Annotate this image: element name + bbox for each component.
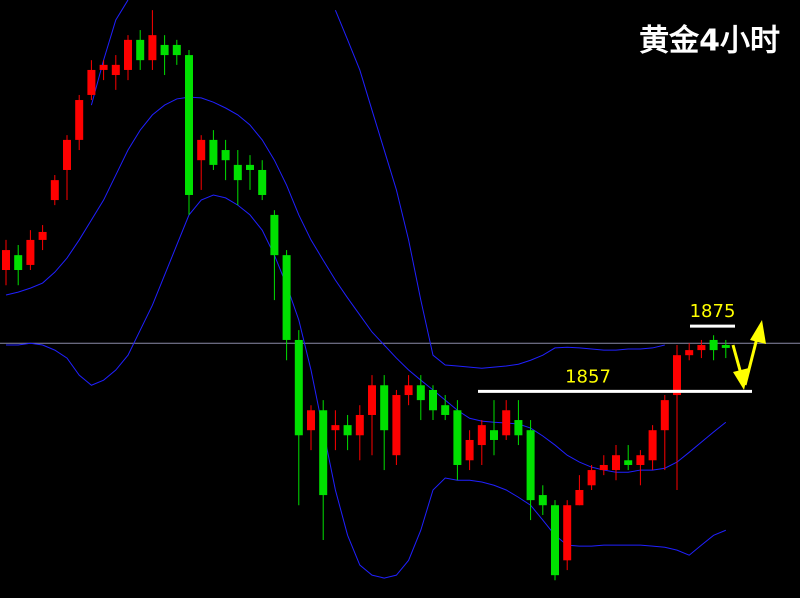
candle-body [429,389,437,411]
candle-body [63,139,71,170]
band-middle [5,96,727,473]
candle-body [368,385,376,415]
candle-body [14,255,23,271]
candle-body [124,39,132,70]
candle-body [160,44,169,56]
candle-body [185,55,193,195]
candle-body [587,470,596,486]
candle-body [477,425,486,446]
candle-body [331,425,340,431]
candle-body [624,460,633,465]
candle-body [673,355,681,396]
candle-body [392,395,401,456]
candle-body [648,430,657,461]
candle-body [294,339,303,436]
candle-body [697,345,706,351]
candle-body [307,410,315,431]
candle-body [355,414,364,436]
arrow-up-head [750,320,766,344]
candle-body [75,100,84,140]
candle-body [514,420,523,436]
candle-body [111,64,120,76]
candle-body [538,495,547,506]
candle-body [172,44,181,56]
candle-body [563,505,572,561]
candle-body [599,464,608,471]
candle-body [319,410,328,496]
candle-body [612,455,620,471]
candle-body [221,150,230,161]
candle-body [502,410,511,436]
plot: 1857 1875 [0,0,800,581]
candle-body [465,439,474,461]
arrows [731,320,766,390]
arrow-down-shaft [731,344,743,375]
candle-body [258,169,267,195]
candle-body [270,214,279,256]
arrow-up-shaft [743,337,759,386]
candle-body [660,400,669,431]
candle-body [526,430,535,501]
candle-body [636,455,645,465]
candle-body [2,250,10,271]
level-label: 1857 [565,366,611,387]
candle-body [99,64,108,70]
candle-body [453,410,462,465]
candle-body [136,39,145,61]
candle-body [209,139,218,165]
candle-body [404,385,413,396]
candle-body [26,239,35,265]
candle-body [38,231,47,240]
candle-body [148,35,157,61]
candle-body [50,180,59,201]
level-label: 1875 [690,301,736,322]
candle-body [233,164,242,181]
candle-body [282,255,291,340]
candle-body [441,405,450,415]
candle-body [343,425,352,436]
candle-body [721,345,730,348]
band-upper [90,0,129,106]
candle-body [197,139,206,161]
candle-body [416,385,425,401]
candle-body [575,489,584,506]
band-upper [334,9,665,369]
candle-body [551,505,559,576]
candle-body [87,69,96,95]
candle-body [246,164,254,170]
chart-title: 黄金4小时 [639,24,780,59]
candle-body [685,350,694,356]
candle-body [709,339,718,351]
candle-body [490,430,498,440]
candle-body [380,385,389,431]
band-lower [6,194,726,579]
